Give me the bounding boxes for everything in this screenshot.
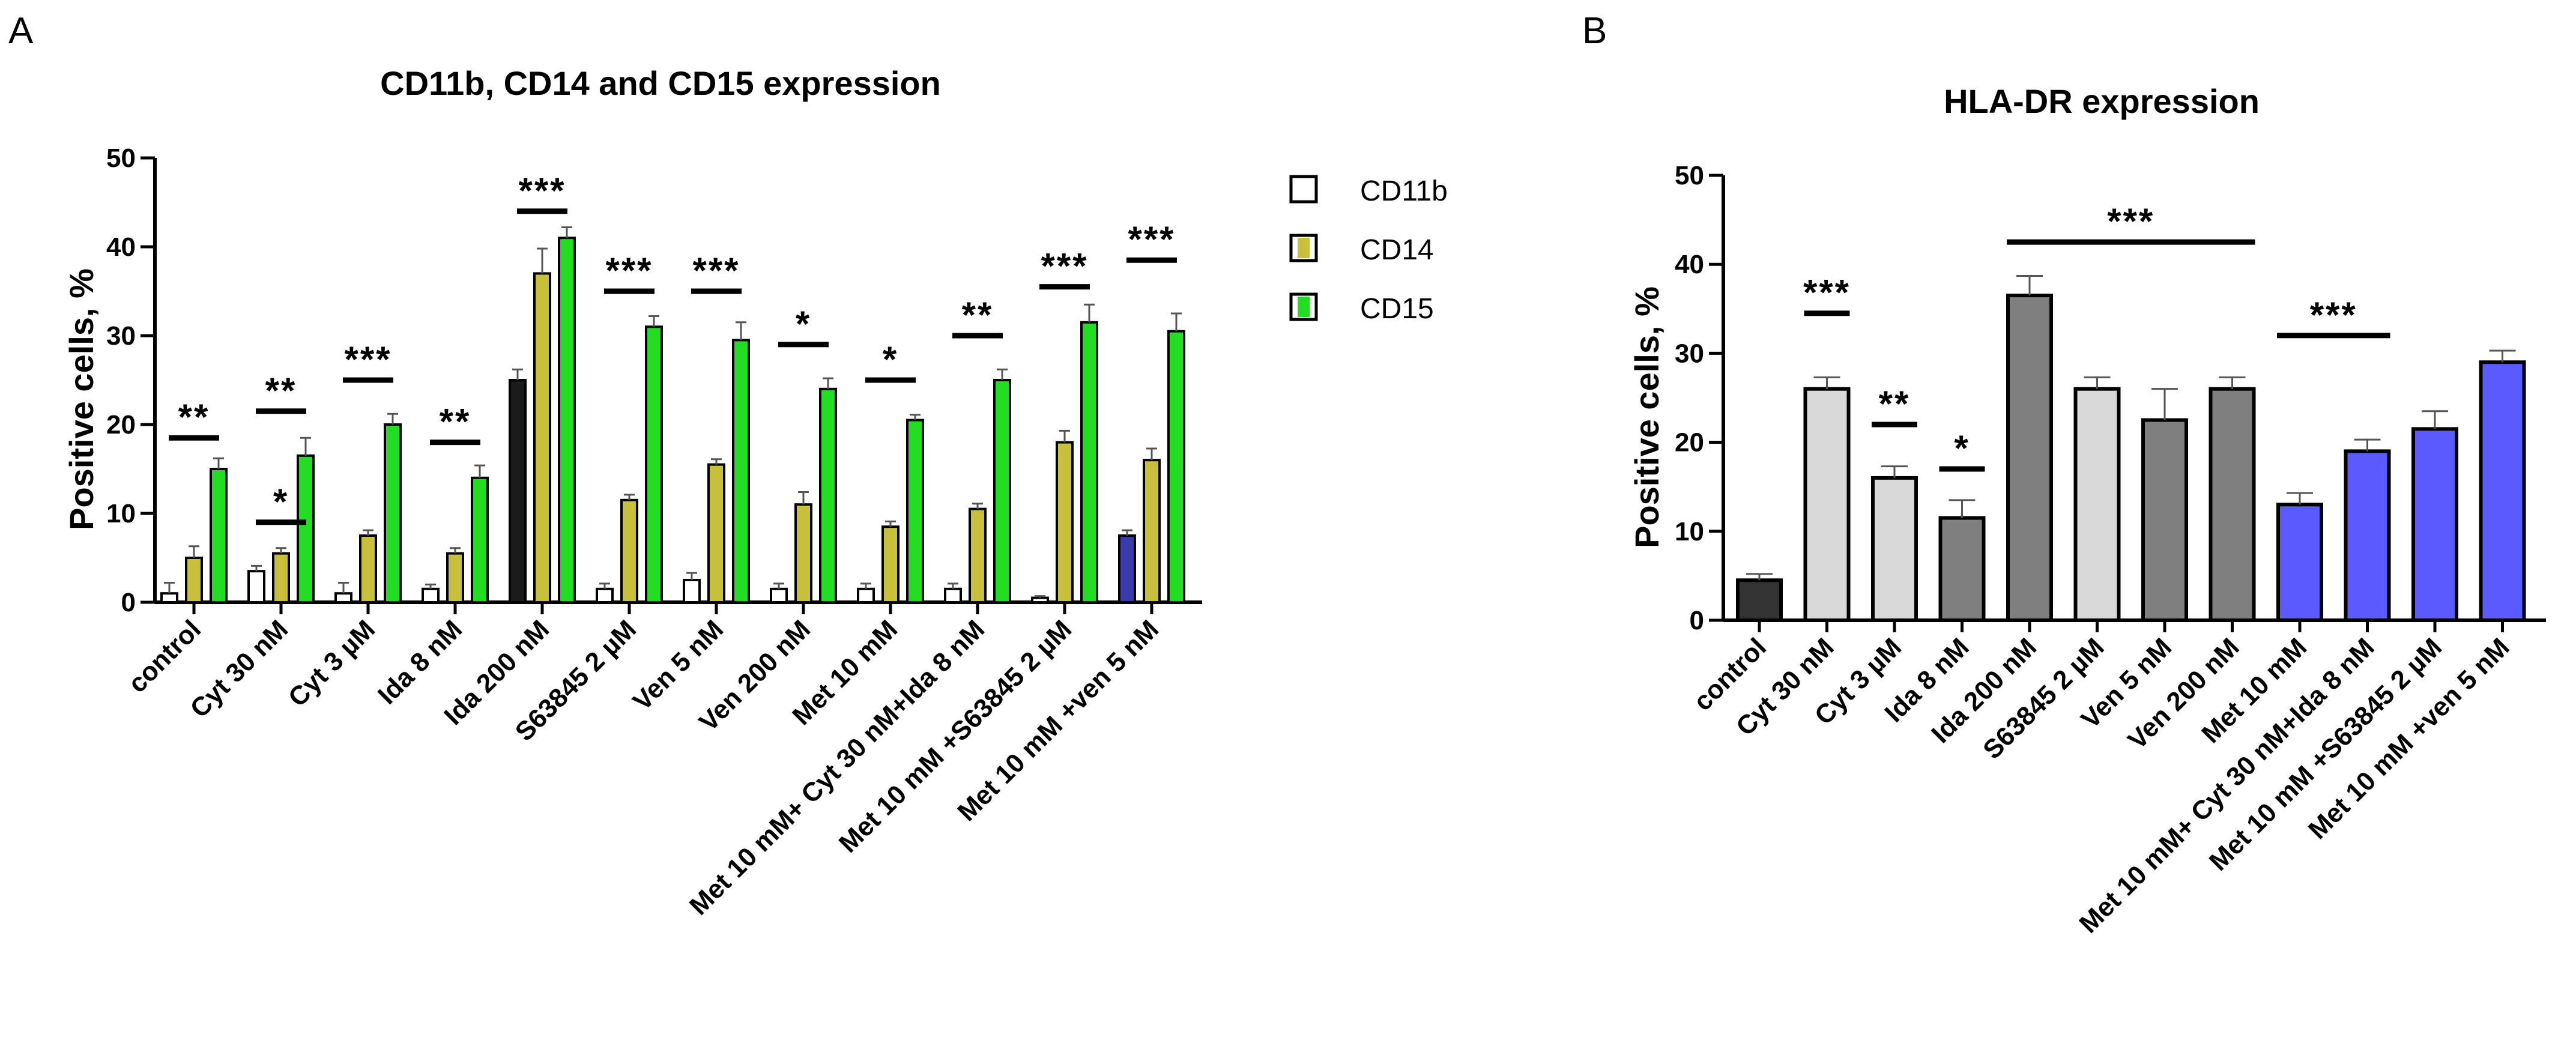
chart-a-significance-stars: *** bbox=[1128, 219, 1175, 259]
chart-a-bar-cd14 bbox=[533, 272, 551, 603]
chart-a-bar-cd15 bbox=[210, 468, 228, 603]
chart-a-significance-stars: * bbox=[796, 304, 811, 344]
chart-b-y-axis-label: Positive cells, % bbox=[1628, 286, 1666, 548]
chart-b: HLA-DR expression Positive cells, % 0 10 2… bbox=[1628, 82, 2546, 939]
chart-b-bar bbox=[2276, 503, 2323, 623]
chart-b-significance-stars: *** bbox=[1803, 273, 1851, 313]
chart-a-bar-cd15 bbox=[732, 339, 750, 604]
chart-b-bar bbox=[1736, 578, 1783, 622]
chart-a-bar-cd11b bbox=[160, 592, 178, 604]
chart-a-bar-cd15 bbox=[471, 476, 489, 603]
chart-b-significance-stars: * bbox=[1954, 428, 1970, 468]
chart-a-significance-stars: ** bbox=[440, 402, 471, 442]
chart-a-bar-cd15 bbox=[297, 454, 315, 603]
chart-b-bar bbox=[2411, 427, 2458, 622]
chart-a-bar-cd15 bbox=[558, 237, 576, 603]
chart-b-bar bbox=[2141, 418, 2188, 622]
chart-a-significance-stars: *** bbox=[1041, 246, 1088, 286]
chart-a-bar-cd14 bbox=[969, 507, 987, 603]
chart-a-bar-cd11b bbox=[422, 587, 440, 603]
chart-a-bar-cd11b bbox=[683, 579, 701, 603]
chart-a-bar-cd15 bbox=[819, 387, 837, 603]
chart-a-bar-cd15 bbox=[1167, 330, 1185, 603]
chart-a-legend-label: CD14 bbox=[1360, 234, 1434, 266]
chart-a-bar-cd14 bbox=[881, 525, 899, 604]
chart-a-title: CD11b, CD14 and CD15 expression bbox=[380, 64, 941, 102]
chart-a: CD11b, CD14 and CD15 expression Positive… bbox=[62, 64, 1448, 921]
chart-b-bar bbox=[2209, 387, 2256, 622]
chart-a-significance-stars: *** bbox=[518, 171, 566, 211]
chart-a-significance-stars: ** bbox=[265, 370, 297, 411]
chart-b-bar bbox=[2479, 360, 2526, 622]
chart-a-bar-cd15 bbox=[906, 419, 924, 603]
chart-a-y-axis-label: Positive cells, % bbox=[62, 268, 100, 530]
chart-a-bar-cd11b bbox=[944, 587, 962, 603]
chart-a-bar-cd14 bbox=[1056, 441, 1074, 603]
chart-a-bar-cd11b bbox=[1031, 596, 1049, 603]
chart-a-bar-cd14 bbox=[446, 552, 464, 603]
chart-a-bar-cd11b bbox=[596, 587, 614, 603]
chart-a-significance-stars: *** bbox=[605, 250, 653, 291]
chart-a-bar-cd15 bbox=[645, 325, 663, 603]
chart-a-bar-cd11b bbox=[247, 570, 265, 604]
chart-a-bar-cd15 bbox=[1080, 321, 1098, 603]
chart-a-bar-cd14 bbox=[1143, 459, 1161, 604]
panel-a-letter: A bbox=[8, 10, 34, 52]
chart-a-bar-cd14 bbox=[185, 557, 203, 603]
chart-b-bar bbox=[2344, 449, 2391, 622]
chart-b-bar bbox=[2006, 294, 2053, 622]
chart-a-bar-cd11b bbox=[770, 587, 788, 603]
chart-a-bar-cd14 bbox=[794, 503, 812, 604]
chart-b-y-tick-label: 10 bbox=[1675, 517, 1704, 546]
chart-a-legend-label: CD15 bbox=[1360, 293, 1434, 325]
chart-a-bar-cd15 bbox=[993, 379, 1011, 603]
chart-a-category-label: control bbox=[122, 614, 207, 698]
chart-a-bar-cd15 bbox=[384, 423, 402, 603]
chart-b-y-tick-label: 50 bbox=[1675, 161, 1704, 190]
chart-b-significance-stars: *** bbox=[2310, 295, 2357, 335]
chart-b-bar bbox=[1871, 476, 1918, 622]
chart-a-significance-stars: * bbox=[883, 339, 898, 379]
panel-b-letter: B bbox=[1582, 10, 1607, 52]
chart-a-legend-label: CD11b bbox=[1360, 175, 1448, 207]
chart-a-bar-cd11b bbox=[334, 592, 352, 604]
chart-b-title: HLA-DR expression bbox=[1944, 82, 2260, 120]
chart-a-bar-cd14 bbox=[707, 463, 725, 603]
chart-a-bar-cd14 bbox=[620, 498, 638, 603]
chart-a-significance-stars: *** bbox=[344, 339, 392, 379]
chart-b-significance-stars: ** bbox=[1879, 384, 1911, 424]
chart-a-y-tick-label: 40 bbox=[106, 232, 136, 262]
chart-a-y-tick-label: 10 bbox=[106, 499, 136, 528]
chart-a-y-tick-label: 30 bbox=[106, 321, 136, 351]
chart-a-bar-cd14 bbox=[272, 552, 290, 603]
chart-a-y-tick-label: 20 bbox=[106, 410, 136, 440]
chart-a-category-label: Cyt 3 µM bbox=[283, 614, 381, 712]
chart-b-bar bbox=[2073, 387, 2121, 622]
chart-a-y-tick-label: 50 bbox=[106, 144, 136, 173]
chart-b-bar bbox=[1938, 516, 1986, 622]
chart-a-legend-swatch-fill bbox=[1298, 297, 1310, 317]
chart-a-significance-stars: *** bbox=[692, 250, 740, 291]
chart-b-bar bbox=[1803, 387, 1851, 622]
chart-b-y-tick-label: 20 bbox=[1675, 428, 1704, 458]
chart-a-bar-cd11b bbox=[857, 587, 875, 603]
chart-a-significance-stars: * bbox=[273, 482, 289, 522]
chart-a-significance-stars: ** bbox=[178, 397, 210, 437]
chart-b-y-tick-label: 30 bbox=[1675, 339, 1704, 368]
chart-a-bar-cd11b bbox=[509, 379, 527, 603]
chart-a-bar-cd11b bbox=[1118, 534, 1136, 603]
chart-a-legend-swatch-fill bbox=[1298, 238, 1310, 258]
chart-a-legend-swatch-fill bbox=[1298, 179, 1310, 199]
chart-b-significance-stars: *** bbox=[2107, 201, 2154, 241]
chart-b-y-tick-label: 40 bbox=[1675, 250, 1704, 279]
chart-b-y-tick-label: 0 bbox=[1690, 606, 1704, 635]
chart-a-significance-stars: ** bbox=[962, 295, 994, 335]
chart-a-bar-cd14 bbox=[359, 534, 377, 603]
chart-a-y-tick-label: 0 bbox=[121, 588, 136, 617]
